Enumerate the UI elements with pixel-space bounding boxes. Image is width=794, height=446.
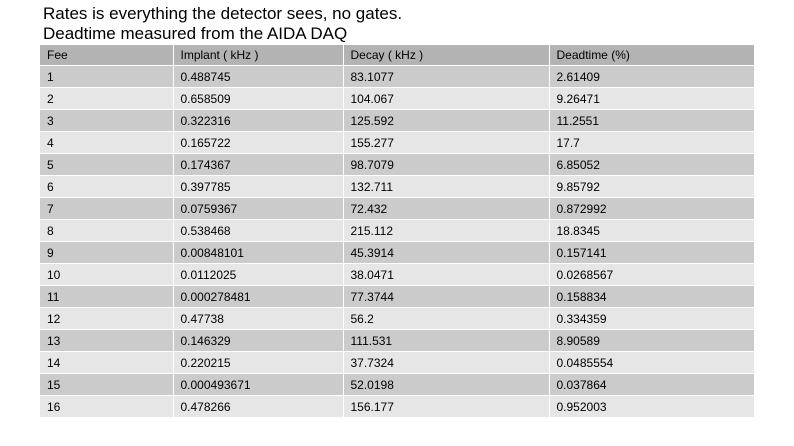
table-row: 15 0.000493671 52.0198 0.037864	[40, 373, 754, 396]
deadtime-cell: 11.2551	[549, 109, 754, 132]
implant-cell: 0.47738	[173, 307, 344, 330]
deadtime-cell: 6.85052	[549, 153, 754, 176]
deadtime-cell: 18.8345	[549, 219, 754, 242]
implant-cell: 0.538468	[173, 219, 344, 242]
decay-cell: 125.592	[343, 109, 550, 132]
deadtime-cell: 0.0268567	[549, 263, 754, 286]
table-row: 12 0.47738 56.2 0.334359	[40, 307, 754, 330]
table-header: Fee Implant ( kHz ) Decay ( kHz ) Deadti…	[40, 45, 754, 66]
table-row: 1 0.488745 83.1077 2.61409	[40, 65, 754, 88]
slide-title-line-1: Rates is everything the detector sees, n…	[43, 4, 403, 23]
table-row: 10 0.0112025 38.0471 0.0268567	[40, 263, 754, 286]
fee-cell: 4	[40, 131, 174, 154]
decay-cell: 45.3914	[343, 241, 550, 264]
implant-cell: 0.478266	[173, 395, 344, 418]
deadtime-cell: 0.872992	[549, 197, 754, 220]
implant-cell: 0.165722	[173, 131, 344, 154]
decay-cell: 56.2	[343, 307, 550, 330]
implant-cell: 0.0759367	[173, 197, 344, 220]
table-row: 3 0.322316 125.592 11.2551	[40, 109, 754, 132]
implant-cell: 0.322316	[173, 109, 344, 132]
decay-cell: 38.0471	[343, 263, 550, 286]
table-body: 1 0.488745 83.1077 2.61409 2 0.658509 104.067 9…	[40, 65, 754, 418]
decay-cell: 155.277	[343, 131, 550, 154]
deadtime-cell: 0.334359	[549, 307, 754, 330]
decay-cell: 156.177	[343, 395, 550, 418]
table-row: 16 0.478266 156.177 0.952003	[40, 395, 754, 418]
decay-cell: 215.112	[343, 219, 550, 242]
fee-cell: 10	[40, 263, 174, 286]
fee-cell: 15	[40, 373, 174, 396]
column-header-fee: Fee	[40, 45, 174, 66]
table-row: 11 0.000278481 77.3744 0.158834	[40, 285, 754, 308]
fee-cell: 14	[40, 351, 174, 374]
fee-cell: 2	[40, 87, 174, 110]
fee-cell: 7	[40, 197, 174, 220]
deadtime-cell: 0.037864	[549, 373, 754, 396]
decay-cell: 111.531	[343, 329, 550, 352]
fee-cell: 16	[40, 395, 174, 418]
slide-title-line-2: Deadtime measured from the AIDA DAQ	[43, 24, 348, 43]
table-row: 9 0.00848101 45.3914 0.157141	[40, 241, 754, 264]
table-row: 6 0.397785 132.711 9.85792	[40, 175, 754, 198]
decay-cell: 52.0198	[343, 373, 550, 396]
deadtime-cell: 8.90589	[549, 329, 754, 352]
decay-cell: 104.067	[343, 87, 550, 110]
fee-cell: 12	[40, 307, 174, 330]
column-header-decay: Decay ( kHz )	[343, 45, 550, 66]
deadtime-cell: 9.85792	[549, 175, 754, 198]
fee-cell: 8	[40, 219, 174, 242]
table-row: 13 0.146329 111.531 8.90589	[40, 329, 754, 352]
deadtime-cell: 17.7	[549, 131, 754, 154]
table-header-row: Fee Implant ( kHz ) Decay ( kHz ) Deadti…	[40, 45, 754, 66]
implant-cell: 0.488745	[173, 65, 344, 88]
decay-cell: 83.1077	[343, 65, 550, 88]
table-row: 5 0.174367 98.7079 6.85052	[40, 153, 754, 176]
fee-cell: 9	[40, 241, 174, 264]
column-header-implant: Implant ( kHz )	[173, 45, 344, 66]
fee-cell: 11	[40, 285, 174, 308]
implant-cell: 0.00848101	[173, 241, 344, 264]
fee-cell: 13	[40, 329, 174, 352]
table-row: 14 0.220215 37.7324 0.0485554	[40, 351, 754, 374]
rates-table: Fee Implant ( kHz ) Decay ( kHz ) Deadti…	[40, 45, 754, 418]
implant-cell: 0.220215	[173, 351, 344, 374]
deadtime-cell: 9.26471	[549, 87, 754, 110]
deadtime-cell: 0.952003	[549, 395, 754, 418]
table-row: 4 0.165722 155.277 17.7	[40, 131, 754, 154]
table-row: 7 0.0759367 72.432 0.872992	[40, 197, 754, 220]
fee-cell: 6	[40, 175, 174, 198]
implant-cell: 0.000278481	[173, 285, 344, 308]
deadtime-cell: 2.61409	[549, 65, 754, 88]
decay-cell: 77.3744	[343, 285, 550, 308]
table-row: 2 0.658509 104.067 9.26471	[40, 87, 754, 110]
fee-cell: 3	[40, 109, 174, 132]
implant-cell: 0.0112025	[173, 263, 344, 286]
implant-cell: 0.658509	[173, 87, 344, 110]
fee-cell: 1	[40, 65, 174, 88]
deadtime-cell: 0.158834	[549, 285, 754, 308]
fee-cell: 5	[40, 153, 174, 176]
implant-cell: 0.174367	[173, 153, 344, 176]
column-header-deadtime: Deadtime (%)	[549, 45, 754, 66]
decay-cell: 132.711	[343, 175, 550, 198]
deadtime-cell: 0.157141	[549, 241, 754, 264]
table-row: 8 0.538468 215.112 18.8345	[40, 219, 754, 242]
implant-cell: 0.000493671	[173, 373, 344, 396]
decay-cell: 98.7079	[343, 153, 550, 176]
decay-cell: 37.7324	[343, 351, 550, 374]
decay-cell: 72.432	[343, 197, 550, 220]
implant-cell: 0.146329	[173, 329, 344, 352]
implant-cell: 0.397785	[173, 175, 344, 198]
deadtime-cell: 0.0485554	[549, 351, 754, 374]
